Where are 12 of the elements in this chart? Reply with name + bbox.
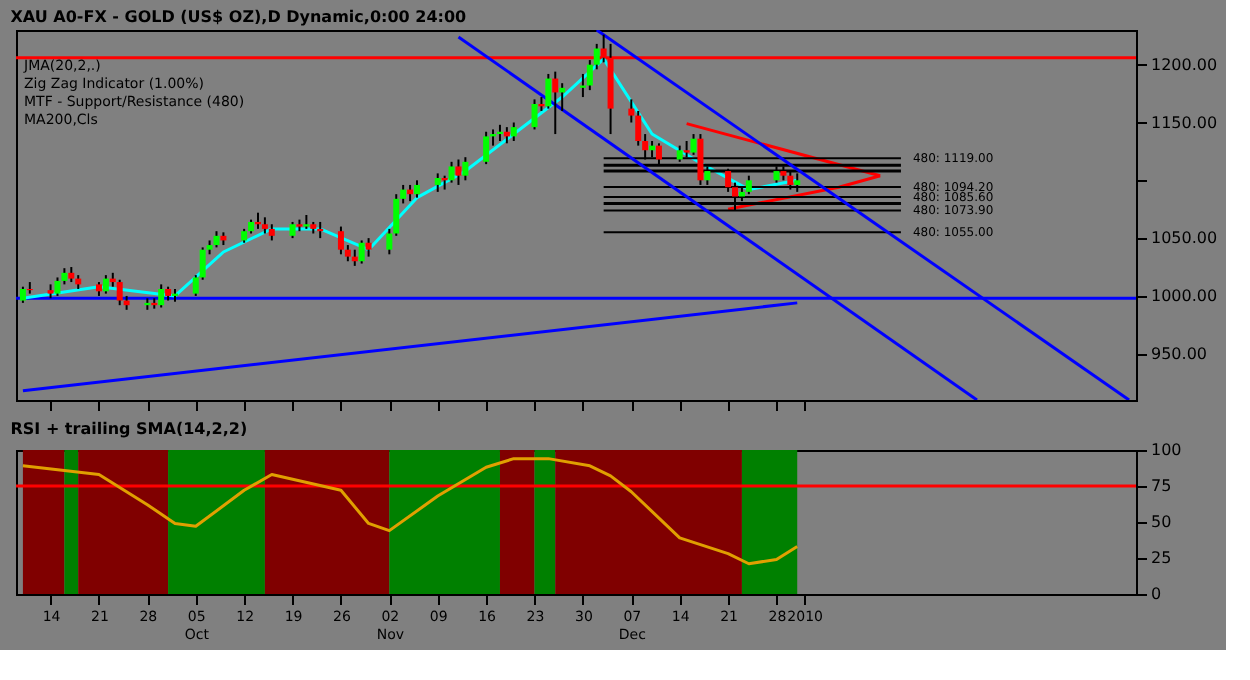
y-tick-label: 25 [1151,549,1172,567]
y-tick-label: 950.00 [1151,344,1207,363]
y-tick-label: 50 [1151,513,1172,531]
chart-title: RSI + trailing SMA(14,2,2) [10,420,248,438]
y-tick-label: 75 [1151,477,1172,495]
y-tick-label: 100 [1151,441,1182,459]
y-tick-label: 1000.00 [1151,286,1218,305]
y-tick-label: 1200.00 [1151,55,1218,74]
y-tick-label: 0 [1151,585,1162,603]
y-tick-label: 1050.00 [1151,229,1218,248]
chart-title: XAU A0-FX - GOLD (US$ OZ),D Dynamic,0:00 24:00 [10,8,468,26]
y-tick-label: 1150.00 [1151,113,1218,132]
